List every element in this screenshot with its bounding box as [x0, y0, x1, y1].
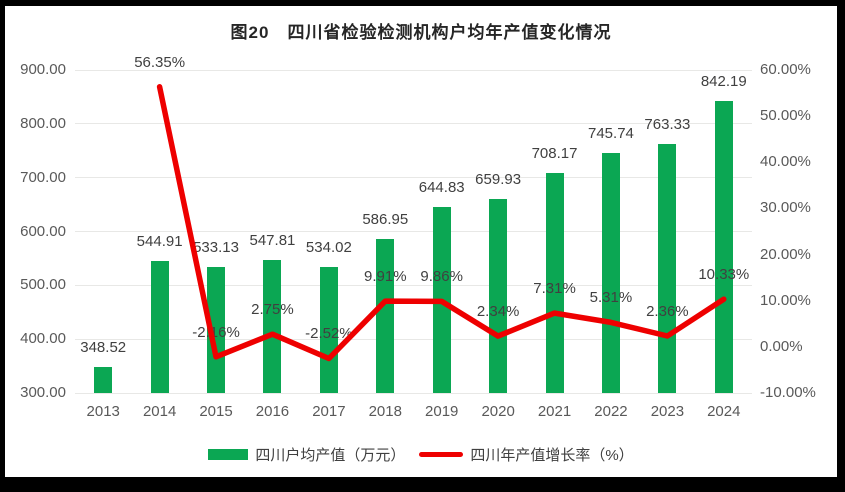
line-point-label: -2.52%	[305, 325, 353, 343]
bar	[376, 238, 395, 393]
line-point-label: 2.36%	[646, 302, 689, 320]
line-point-label: 5.31%	[589, 289, 633, 307]
bar-value-label: 544.91	[136, 233, 183, 251]
line-point-label: 7.31%	[533, 280, 576, 298]
x-axis-label: 2013	[86, 403, 120, 420]
left-axis-tick: 400.00	[20, 330, 66, 348]
bar	[207, 267, 226, 393]
bar-value-label: 763.33	[644, 115, 691, 133]
growth-rate-trend-line	[156, 84, 727, 362]
x-axis-label: 2021	[537, 403, 572, 420]
line-point-label: 56.35%	[134, 53, 186, 71]
line-point-label: -2.16%	[192, 323, 240, 341]
right-axis-tick: 60.00%	[760, 61, 811, 78]
legend-bar-swatch-icon	[208, 448, 249, 460]
left-axis-tick: 600.00	[20, 222, 66, 240]
line-point-label: 10.33%	[698, 266, 750, 284]
right-axis-tick: 50.00%	[760, 107, 811, 125]
line-point-label: 9.91%	[364, 268, 407, 286]
chart-title: 图20 四川省检验检测机构户均年产值变化情况	[230, 23, 612, 42]
line-point-label: 2.75%	[251, 301, 294, 319]
bar-value-label: 534.02	[305, 239, 352, 257]
x-axis-label: 2016	[255, 403, 290, 420]
left-axis-tick: 800.00	[20, 114, 66, 132]
right-axis-tick: 0.00%	[760, 337, 803, 355]
x-axis-label: 2015	[199, 403, 233, 420]
grid-line	[75, 392, 752, 394]
grid-line	[75, 123, 752, 125]
line-point-label: 2.34%	[476, 303, 520, 321]
left-axis-tick: 700.00	[20, 168, 66, 186]
bar	[263, 259, 282, 393]
x-axis-label: 2019	[425, 403, 459, 420]
x-axis-label: 2022	[594, 403, 628, 420]
x-axis-label: 2018	[368, 403, 402, 420]
right-axis-tick: -10.00%	[760, 384, 816, 401]
chart-legend: 四川户均产值（万元） 四川年产值增长率（%）	[5, 443, 837, 465]
bar-value-label: 745.74	[588, 125, 634, 143]
bar	[714, 101, 733, 393]
chart-panel	[5, 6, 837, 477]
left-axis-tick: 500.00	[20, 276, 66, 294]
bar-value-label: 348.52	[80, 338, 127, 356]
bar	[489, 199, 508, 393]
bar	[601, 153, 620, 393]
left-axis-tick: 300.00	[20, 384, 66, 401]
right-axis-tick: 10.00%	[760, 291, 811, 309]
bar	[150, 261, 169, 393]
bar	[319, 267, 338, 393]
grid-line	[75, 69, 752, 71]
x-axis-label: 2024	[707, 403, 741, 420]
grid-line	[75, 231, 752, 232]
legend-line-label: 四川年产值增长率（%）	[470, 446, 634, 464]
x-axis-label: 2020	[481, 403, 515, 420]
bar-value-label: 659.93	[475, 171, 522, 189]
bar	[94, 366, 113, 393]
bar-value-label: 644.83	[418, 179, 465, 197]
right-axis-tick: 40.00%	[760, 153, 811, 171]
legend-item-bar: 四川户均产值（万元）	[208, 444, 405, 465]
x-axis-label: 2023	[650, 403, 685, 420]
x-axis-label: 2014	[142, 403, 177, 420]
line-point-label: 9.86%	[420, 268, 463, 286]
legend-item-line: 四川年产值增长率（%）	[419, 444, 634, 465]
right-axis-tick: 20.00%	[760, 245, 811, 263]
legend-bar-label: 四川户均产值（万元）	[255, 446, 406, 464]
bar	[545, 173, 564, 393]
right-axis-tick: 30.00%	[760, 199, 811, 217]
bar-value-label: 533.13	[193, 239, 239, 257]
grid-line	[75, 338, 752, 340]
bar-value-label: 708.17	[531, 145, 578, 163]
x-axis-label: 2017	[312, 403, 346, 420]
left-axis-tick: 900.00	[20, 61, 66, 78]
bar-value-label: 586.95	[362, 210, 409, 228]
bar-value-label: 842.19	[700, 73, 747, 91]
grid-line	[75, 284, 752, 286]
legend-line-swatch-icon	[419, 451, 464, 457]
grid-line	[75, 177, 752, 179]
bar-value-label: 547.81	[249, 231, 296, 249]
